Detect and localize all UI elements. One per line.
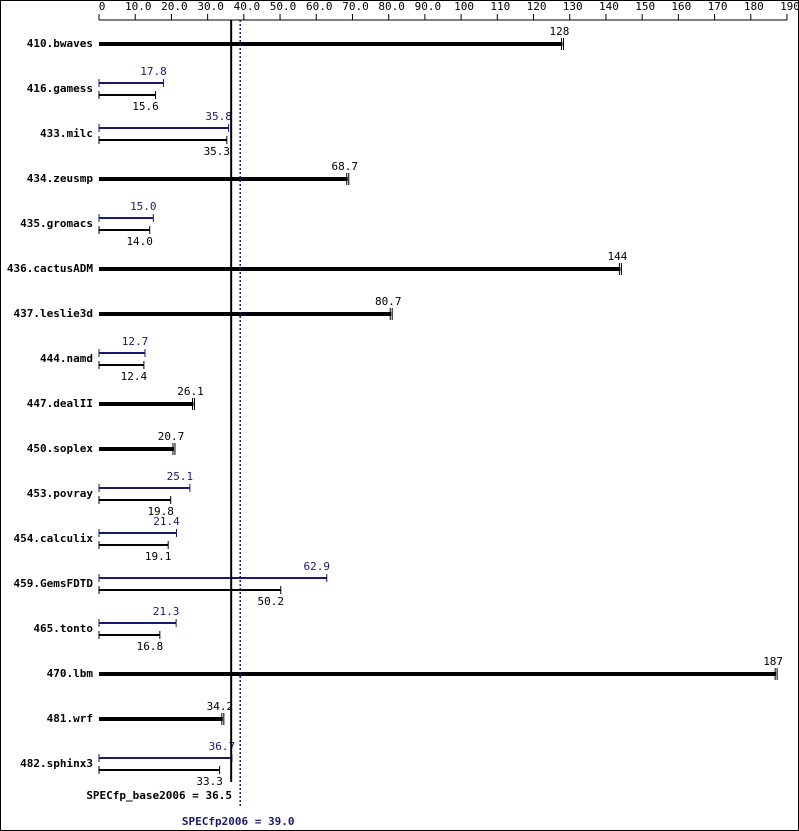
category-label: 433.milc xyxy=(40,127,93,140)
value-label: 15.6 xyxy=(132,100,159,113)
x-tick-label: 100 xyxy=(454,0,474,13)
category-label: 435.gromacs xyxy=(20,217,93,230)
category-label: 465.tonto xyxy=(33,622,93,635)
x-tick-label: 90.0 xyxy=(415,0,442,13)
category-label: 459.GemsFDTD xyxy=(14,577,94,590)
value-label: 21.4 xyxy=(153,515,180,528)
bar xyxy=(99,447,174,451)
value-label: 21.3 xyxy=(153,605,180,618)
value-label: 17.8 xyxy=(140,65,167,78)
value-label: 187 xyxy=(763,655,783,668)
value-label: 50.2 xyxy=(258,595,285,608)
value-label: 14.0 xyxy=(126,235,153,248)
x-tick-label: 40.0 xyxy=(234,0,261,13)
value-label: 35.3 xyxy=(204,145,231,158)
x-tick-label: 140 xyxy=(599,0,619,13)
value-label: 12.7 xyxy=(122,335,149,348)
bar xyxy=(99,402,194,406)
value-label: 36.7 xyxy=(209,740,236,753)
value-label: 12.4 xyxy=(121,370,148,383)
x-tick-label: 50.0 xyxy=(270,0,297,13)
category-label: 444.namd xyxy=(40,352,93,365)
category-label: 434.zeusmp xyxy=(27,172,94,185)
value-label: 144 xyxy=(607,250,627,263)
value-label: 19.8 xyxy=(147,505,174,518)
value-label: 19.1 xyxy=(145,550,172,563)
bar xyxy=(99,717,223,721)
x-tick-label: 170 xyxy=(708,0,728,13)
x-tick-label: 20.0 xyxy=(161,0,188,13)
bar xyxy=(99,672,777,676)
x-tick-label: 0 xyxy=(99,0,106,13)
x-tick-label: 130 xyxy=(563,0,583,13)
category-label: 436.cactusADM xyxy=(7,262,93,275)
value-label: 33.3 xyxy=(196,775,223,788)
value-label: 35.8 xyxy=(205,110,232,123)
value-label: 62.9 xyxy=(304,560,331,573)
x-tick-label: 60.0 xyxy=(306,0,333,13)
x-tick-label: 10.0 xyxy=(125,0,152,13)
x-tick-label: 120 xyxy=(527,0,547,13)
x-tick-label: 190 xyxy=(780,0,799,13)
value-label: 128 xyxy=(550,25,570,38)
value-label: 34.2 xyxy=(207,700,234,713)
bar xyxy=(99,42,563,46)
reference-label: SPECfp2006 = 39.0 xyxy=(182,815,295,828)
category-label: 454.calculix xyxy=(14,532,94,545)
category-label: 481.wrf xyxy=(47,712,93,725)
value-label: 26.1 xyxy=(177,385,204,398)
value-label: 15.0 xyxy=(130,200,157,213)
category-label: 447.dealII xyxy=(27,397,93,410)
reference-label: SPECfp_base2006 = 36.5 xyxy=(86,789,232,802)
category-label: 453.povray xyxy=(27,487,94,500)
bar xyxy=(99,267,621,271)
x-tick-label: 110 xyxy=(490,0,510,13)
value-label: 80.7 xyxy=(375,295,402,308)
x-tick-label: 30.0 xyxy=(197,0,224,13)
x-tick-label: 180 xyxy=(744,0,764,13)
x-tick-label: 160 xyxy=(671,0,691,13)
bar xyxy=(99,312,392,316)
category-label: 416.gamess xyxy=(27,82,93,95)
category-label: 470.lbm xyxy=(47,667,94,680)
bar xyxy=(99,177,348,181)
value-label: 25.1 xyxy=(167,470,194,483)
x-tick-label: 80.0 xyxy=(378,0,405,13)
category-label: 410.bwaves xyxy=(27,37,93,50)
x-tick-label: 70.0 xyxy=(342,0,369,13)
category-label: 450.soplex xyxy=(27,442,94,455)
category-label: 437.leslie3d xyxy=(14,307,93,320)
value-label: 20.7 xyxy=(158,430,185,443)
category-label: 482.sphinx3 xyxy=(20,757,93,770)
value-label: 16.8 xyxy=(137,640,164,653)
value-label: 68.7 xyxy=(332,160,359,173)
x-tick-label: 150 xyxy=(635,0,655,13)
